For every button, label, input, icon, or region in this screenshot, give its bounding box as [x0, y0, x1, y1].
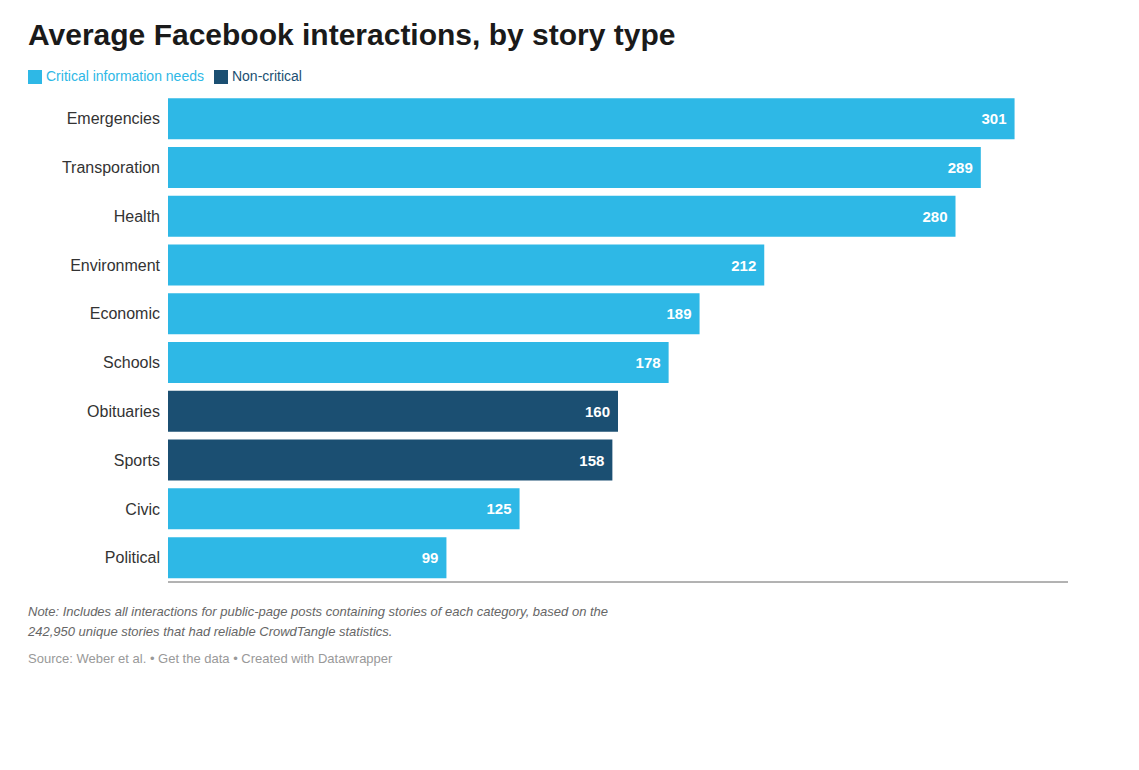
svg-text:178: 178 — [636, 354, 661, 371]
svg-text:289: 289 — [948, 159, 973, 176]
svg-text:Emergencies: Emergencies — [67, 110, 160, 127]
html-text:Non-critical: Non-critical — [232, 68, 302, 84]
svg-text:Economic: Economic — [90, 305, 160, 322]
html-text:Average Facebook interactions,: Average Facebook interactions, by story … — [28, 18, 676, 51]
svg-text:Political: Political — [105, 549, 160, 566]
svg-text:Obituaries: Obituaries — [87, 403, 160, 420]
svg-text:160: 160 — [585, 403, 610, 420]
svg-text:Schools: Schools — [103, 354, 160, 371]
svg-text:Health: Health — [114, 208, 160, 225]
svg-text:280: 280 — [922, 208, 947, 225]
svg-text:189: 189 — [667, 305, 692, 322]
svg-text:125: 125 — [487, 500, 512, 517]
svg-text:Environment: Environment — [70, 257, 160, 274]
svg-text:158: 158 — [579, 452, 604, 469]
html-text:Note: Includes all interaction: Note: Includes all interactions for publ… — [28, 604, 609, 639]
svg-text:301: 301 — [982, 110, 1007, 127]
svg-text:Civic: Civic — [125, 501, 160, 518]
html-text:Critical information needs: Critical information needs — [46, 68, 204, 84]
svg-text:212: 212 — [731, 257, 756, 274]
svg-text:Transporation: Transporation — [62, 159, 160, 176]
html-text:Source: Weber et al. • Get the: Source: Weber et al. • Get the data • Cr… — [28, 651, 393, 666]
svg-text:99: 99 — [422, 549, 439, 566]
svg-text:Sports: Sports — [114, 452, 160, 469]
